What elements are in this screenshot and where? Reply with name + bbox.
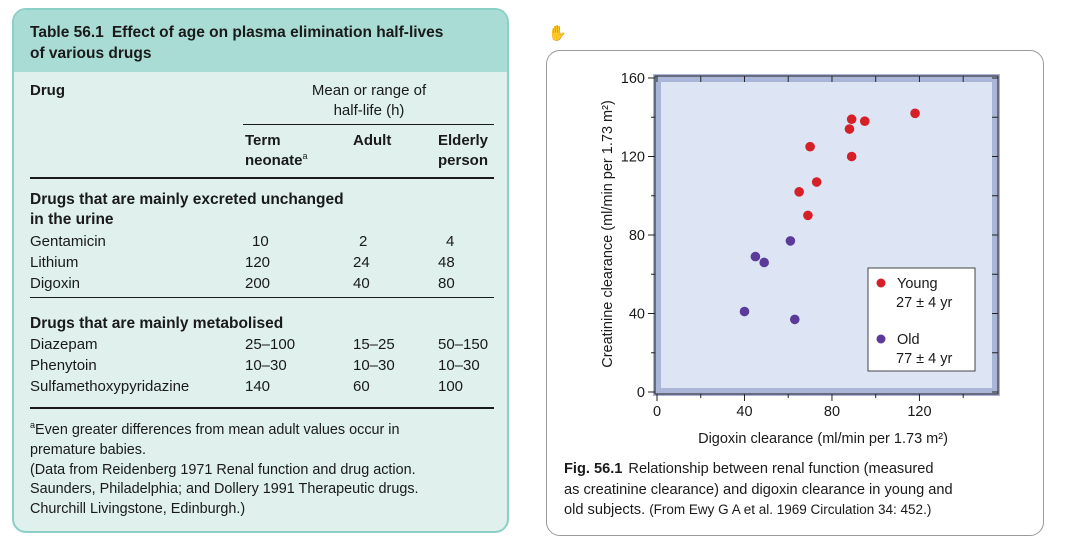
y-axis-title: Creatinine clearance (ml/min per 1.73 m²…	[600, 100, 616, 368]
legend-young-age: 27 ± 4 yr	[896, 295, 952, 311]
footnote-line1: Even greater differences from mean adult…	[35, 422, 400, 438]
x-tick-label: 80	[824, 404, 840, 420]
header-rule	[30, 177, 494, 179]
caption-line1: Relationship between renal function (mea…	[628, 461, 934, 477]
axis-ticks: 0 40 80 120 0 40 80 120 160	[621, 71, 998, 420]
source-line2: Saunders, Philadelphia; and Dollery 1991…	[30, 481, 419, 498]
figure-caption: Fig. 56.1 Relationship between renal func…	[564, 459, 1034, 521]
row-adult: 15–25	[353, 336, 395, 353]
y-tick-label: 120	[621, 150, 645, 166]
data-point-young	[803, 210, 813, 221]
footnote-line2: premature babies.	[30, 441, 146, 458]
table-bottom-rule	[30, 407, 494, 409]
row-adult: 40	[353, 275, 370, 292]
row-adult: 2	[359, 233, 368, 250]
x-tick-label: 0	[653, 404, 661, 420]
row-elderly: 4	[446, 233, 455, 250]
section-rule	[30, 297, 494, 298]
section-heading-excreted-line2: in the urine	[30, 211, 114, 228]
col-header-drug: Drug	[30, 82, 65, 99]
row-drug: Lithium	[30, 254, 79, 271]
col-header-group-line1: Mean or range of	[311, 82, 427, 99]
col-header-elderly-line2: person	[438, 152, 489, 169]
source-line1: (Data from Reidenberg 1971 Renal functio…	[30, 461, 416, 478]
header-group-rule	[243, 124, 494, 125]
row-neonate: 200	[245, 275, 271, 292]
data-point-young	[844, 124, 855, 134]
footnote-marker: a	[302, 151, 308, 161]
data-point-young	[811, 177, 822, 187]
source-line3: Churchill Livingstone, Edinburgh.)	[30, 501, 246, 518]
col-header-adult: Adult	[353, 132, 392, 149]
row-adult: 24	[353, 254, 370, 271]
data-point-old	[785, 236, 796, 246]
caption-citation: (From Ewy G A et al. 1969 Circulation 34…	[649, 502, 932, 517]
data-point-old	[759, 257, 769, 268]
y-tick-label: 0	[637, 385, 645, 401]
legend-box	[867, 267, 976, 372]
data-point-young	[846, 151, 857, 162]
col-header-term-line1: Term	[245, 132, 281, 149]
col-header-group: Mean or range of half-life (h)	[276, 81, 462, 121]
row-neonate: 140	[245, 378, 271, 395]
table-title: Table 56.1 Effect of age on plasma elimin…	[14, 10, 507, 72]
data-point-young	[846, 114, 857, 125]
table-title-line1: Effect of age on plasma elimination half…	[111, 24, 444, 41]
data-point-young	[805, 141, 815, 152]
data-point-young	[910, 108, 920, 119]
hand-cursor-icon: ✋	[548, 25, 567, 42]
legend-old-marker	[876, 334, 886, 344]
row-elderly: 50–150	[438, 336, 489, 353]
figure-label: Fig. 56.1	[564, 461, 623, 477]
legend-young-marker	[876, 278, 886, 288]
legend-young-label: Young	[897, 276, 938, 292]
data-point-young	[859, 116, 870, 126]
y-tick-label: 160	[621, 71, 645, 87]
row-adult: 10–30	[353, 357, 395, 374]
row-drug: Digoxin	[30, 275, 81, 292]
table-footnote: aEven greater differences from mean adul…	[30, 421, 500, 520]
col-header-group-line2: half-life (h)	[333, 102, 405, 119]
section-heading-excreted-line1: Drugs that are mainly excreted unchanged	[30, 191, 344, 208]
row-elderly: 48	[438, 254, 455, 271]
section-heading-excreted: Drugs that are mainly excreted unchanged…	[30, 190, 344, 230]
row-elderly: 80	[438, 275, 455, 292]
x-tick-label: 120	[907, 404, 931, 420]
data-points	[739, 108, 920, 325]
data-point-old	[789, 314, 800, 325]
col-header-elderly-line1: Elderly	[438, 132, 489, 149]
caption-line3: old subjects.	[564, 502, 646, 518]
col-header-term-neonate: Term neonatea	[245, 131, 308, 171]
table-number: Table 56.1	[30, 24, 104, 41]
footnote-marker: a	[30, 420, 36, 431]
y-tick-label: 40	[629, 307, 645, 323]
row-drug: Diazepam	[30, 336, 98, 353]
row-elderly: 10–30	[438, 357, 480, 374]
x-axis-title: Digoxin clearance (ml/min per 1.73 m²)	[698, 431, 948, 447]
data-point-old	[750, 251, 761, 262]
caption-line2: as creatinine clearance) and digoxin cle…	[564, 481, 953, 498]
col-header-term-line2: neonate	[245, 152, 303, 169]
row-drug: Phenytoin	[30, 357, 97, 374]
legend-old-age: 77 ± 4 yr	[896, 351, 952, 367]
legend-old-label: Old	[897, 332, 920, 348]
x-tick-label: 40	[736, 404, 752, 420]
section-heading-metabolised: Drugs that are mainly metabolised	[30, 315, 284, 332]
col-header-elderly: Elderly person	[438, 131, 488, 171]
row-elderly: 100	[438, 378, 464, 395]
data-point-young	[794, 187, 804, 197]
data-point-old	[739, 306, 750, 317]
y-tick-label: 80	[629, 228, 645, 244]
table-panel: Table 56.1 Effect of age on plasma elimin…	[12, 8, 509, 533]
row-neonate: 10–30	[245, 357, 287, 374]
row-neonate: 25–100	[245, 336, 296, 353]
row-adult: 60	[353, 378, 370, 395]
row-drug: Gentamicin	[30, 233, 106, 250]
row-neonate: 120	[245, 254, 271, 271]
table-title-line2: of various drugs	[30, 45, 152, 62]
row-neonate: 10	[252, 233, 269, 250]
row-drug: Sulfamethoxypyridazine	[30, 378, 190, 395]
